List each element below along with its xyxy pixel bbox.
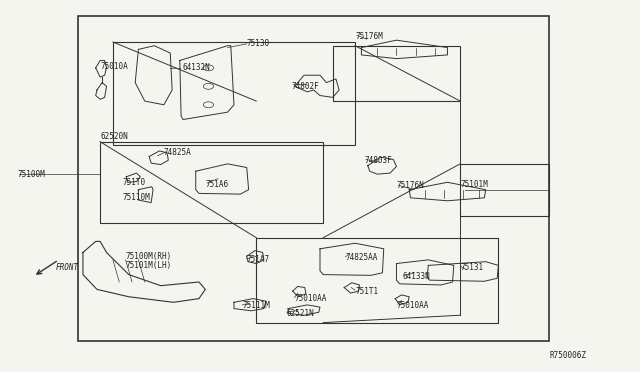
Text: 75100M: 75100M <box>17 170 45 179</box>
Text: 75010A: 75010A <box>100 61 128 71</box>
Text: 74825A: 74825A <box>164 148 191 157</box>
Text: R750006Z: R750006Z <box>549 351 586 360</box>
Text: 75101M: 75101M <box>460 180 488 189</box>
Text: 75131: 75131 <box>460 263 483 272</box>
Text: 64133N: 64133N <box>403 272 431 281</box>
Text: 74802F: 74802F <box>291 82 319 91</box>
Text: 62520N: 62520N <box>100 132 128 141</box>
Text: 74803F: 74803F <box>365 155 392 165</box>
Text: 75010AA: 75010AA <box>294 294 327 303</box>
Text: FRONT: FRONT <box>56 263 79 272</box>
Text: 751A6: 751A6 <box>205 180 228 189</box>
Bar <box>78 16 549 341</box>
Text: 64132N: 64132N <box>183 63 211 72</box>
Text: 75110M: 75110M <box>122 193 150 202</box>
Text: 75176M: 75176M <box>355 32 383 41</box>
Text: 74825AA: 74825AA <box>346 253 378 263</box>
Text: 75176N: 75176N <box>396 182 424 190</box>
Bar <box>460 164 549 215</box>
Text: 62521N: 62521N <box>287 309 315 318</box>
Bar <box>333 46 460 101</box>
Text: 75010AA: 75010AA <box>396 301 429 311</box>
Bar <box>113 42 355 145</box>
Text: 75111M: 75111M <box>243 301 270 311</box>
Bar <box>256 238 499 323</box>
Text: 751T0: 751T0 <box>122 178 145 187</box>
Text: 75101M(LH): 75101M(LH) <box>125 261 172 270</box>
Text: 75100M(RH): 75100M(RH) <box>125 251 172 261</box>
Text: 751A7: 751A7 <box>246 255 270 264</box>
Text: 751T1: 751T1 <box>355 287 378 296</box>
Text: 75130: 75130 <box>246 39 270 48</box>
Bar <box>100 142 323 223</box>
